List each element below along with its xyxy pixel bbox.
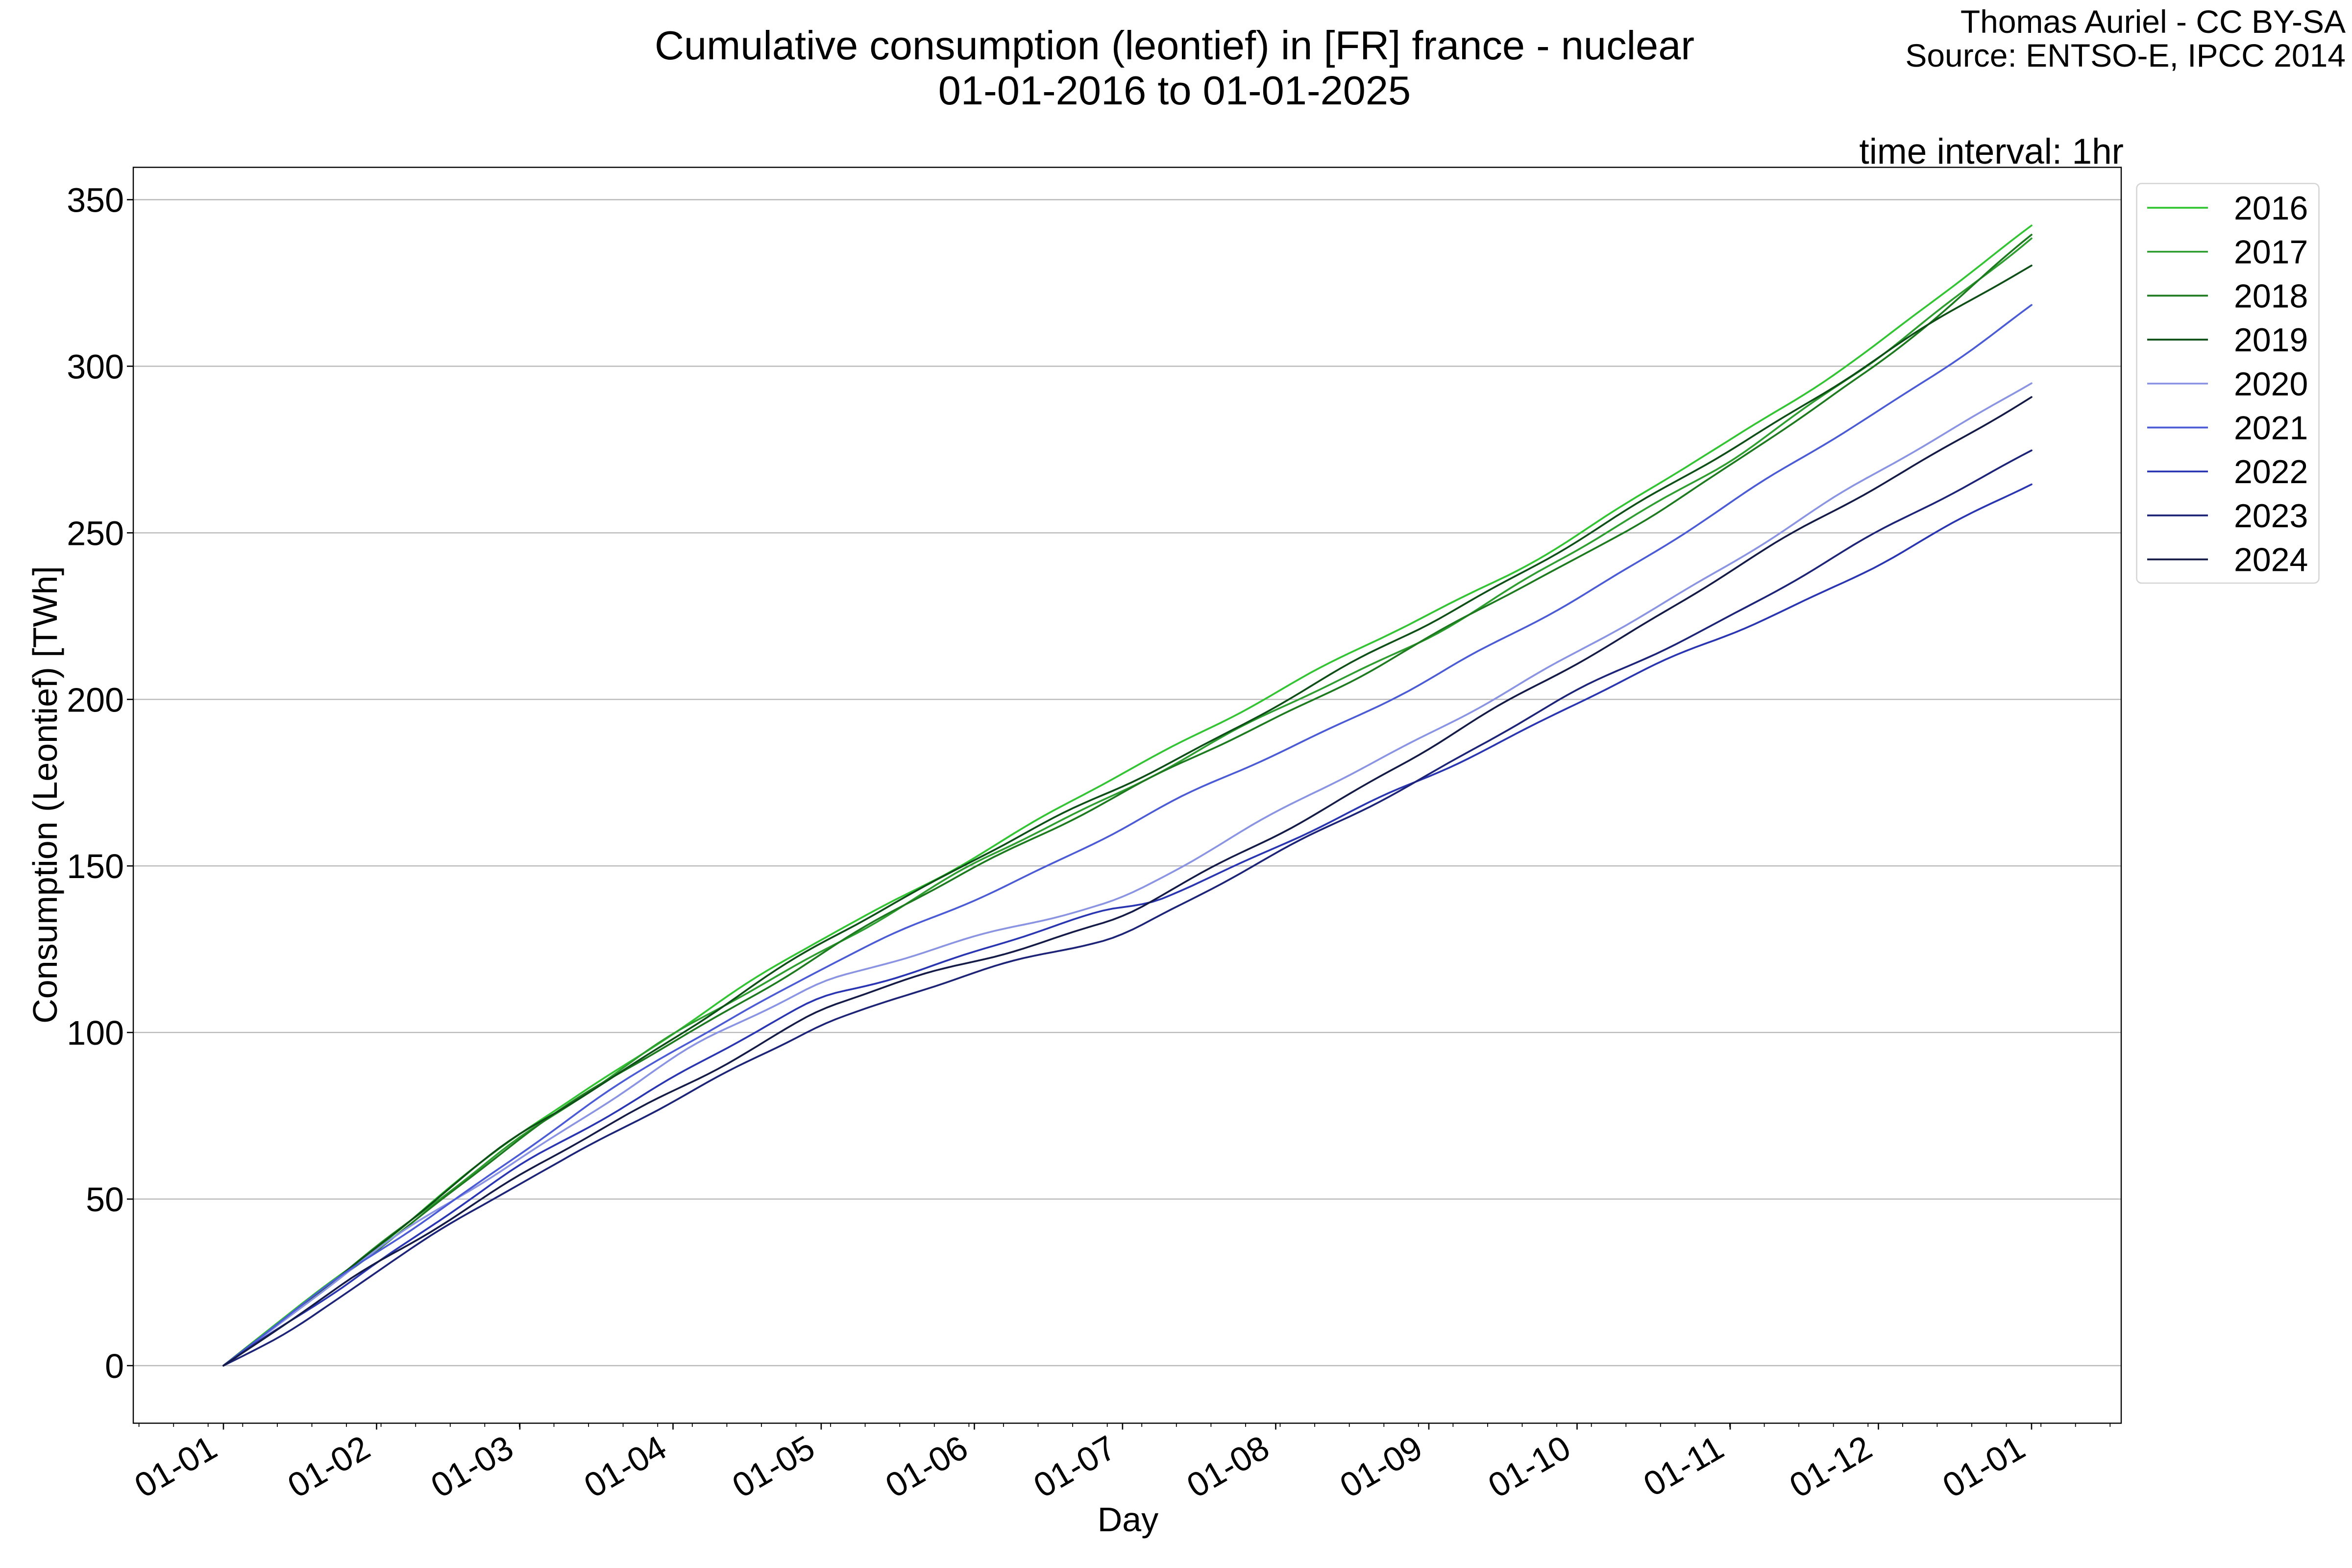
svg-text:150: 150	[67, 847, 124, 885]
svg-text:2024: 2024	[2234, 541, 2308, 579]
svg-text:350: 350	[67, 181, 124, 220]
svg-text:01-01-2016 to 01-01-2025: 01-01-2016 to 01-01-2025	[938, 68, 1411, 113]
svg-text:300: 300	[67, 347, 124, 386]
svg-text:2016: 2016	[2234, 190, 2308, 227]
svg-text:2022: 2022	[2234, 453, 2308, 490]
svg-text:50: 50	[86, 1180, 124, 1219]
svg-text:2020: 2020	[2234, 366, 2308, 403]
svg-text:200: 200	[67, 681, 124, 719]
svg-text:0: 0	[105, 1347, 124, 1385]
svg-text:Consumption (Leontief) [TWh]: Consumption (Leontief) [TWh]	[26, 566, 64, 1024]
svg-text:2017: 2017	[2234, 234, 2308, 271]
svg-text:Thomas Auriel - CC BY-SA: Thomas Auriel - CC BY-SA	[1960, 3, 2346, 40]
svg-text:2021: 2021	[2234, 410, 2308, 447]
svg-text:2023: 2023	[2234, 497, 2308, 535]
svg-text:2019: 2019	[2234, 321, 2308, 359]
svg-text:time interval: 1hr: time interval: 1hr	[1859, 132, 2124, 172]
svg-text:2018: 2018	[2234, 277, 2308, 315]
svg-text:Day: Day	[1098, 1500, 1158, 1539]
svg-text:Cumulative consumption (leonti: Cumulative consumption (leontief) in [FR…	[655, 23, 1694, 68]
svg-text:250: 250	[67, 514, 124, 552]
svg-text:100: 100	[67, 1014, 124, 1052]
svg-text:Source: ENTSO-E, IPCC 2014: Source: ENTSO-E, IPCC 2014	[1905, 37, 2346, 74]
